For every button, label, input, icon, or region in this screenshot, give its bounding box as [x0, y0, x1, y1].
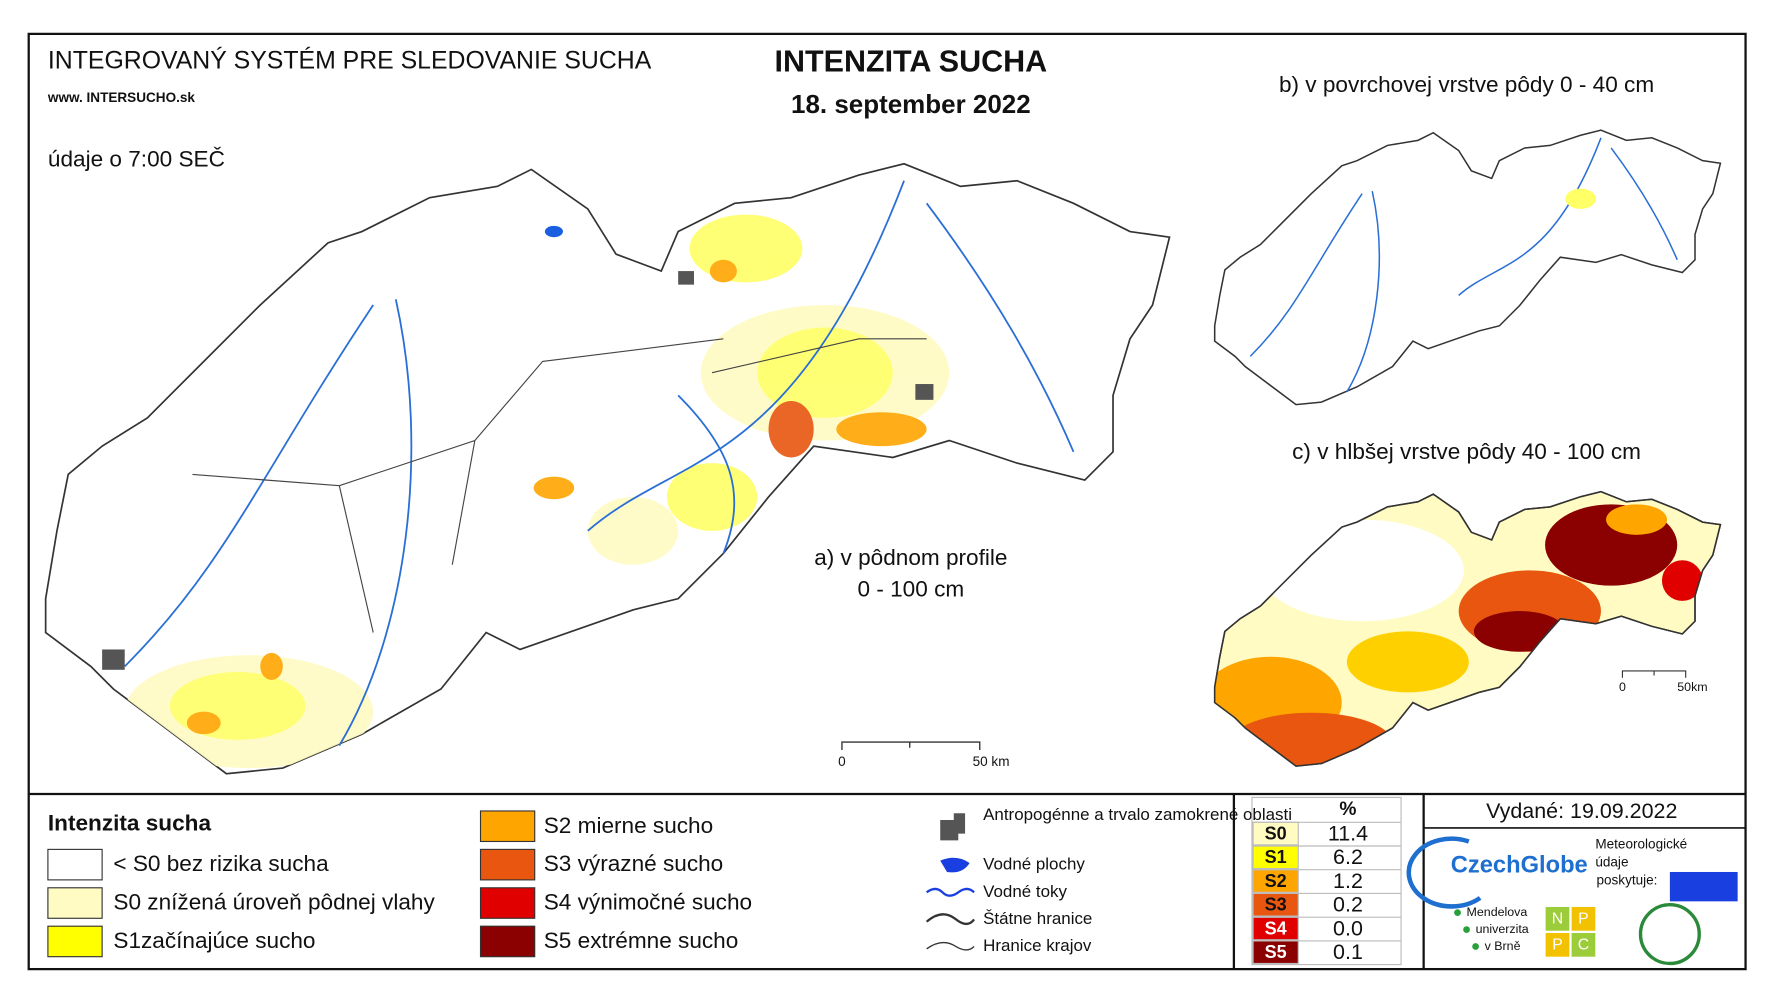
table-value: 0.0 — [1333, 916, 1363, 940]
symbol-label: Antropogénne a trvalo zamokrené oblasti — [983, 805, 1292, 824]
logo-cell — [1571, 932, 1596, 957]
legend-label: S0 znížená úroveň pôdnej vlahy — [113, 890, 435, 915]
date: 18. september 2022 — [791, 89, 1031, 119]
map-b — [1213, 129, 1722, 406]
table-class: S4 — [1265, 918, 1287, 938]
logo — [1669, 871, 1738, 902]
logo-letter: N — [1552, 911, 1563, 928]
map-label: 0 - 100 cm — [858, 577, 965, 602]
logo-cell — [1545, 932, 1570, 957]
provider-text: Meteorologické — [1595, 836, 1687, 851]
icon — [925, 887, 975, 897]
legend-swatch — [479, 925, 536, 958]
logo-dot — [1463, 926, 1470, 933]
legend-label: S2 mierne sucho — [544, 813, 713, 838]
icon — [940, 813, 966, 841]
scale-label: 0 — [838, 754, 846, 769]
table-value: 1.2 — [1333, 869, 1363, 893]
table-value: 0.2 — [1333, 893, 1363, 917]
table-value: 11.4 — [1328, 821, 1368, 845]
legend-swatch — [47, 925, 103, 958]
logo-dot — [1472, 943, 1479, 950]
logo — [1406, 836, 1482, 909]
icon — [926, 941, 975, 951]
mendel-text: v Brně — [1485, 939, 1521, 953]
logo-letter: P — [1552, 937, 1563, 954]
table-border — [1251, 796, 1402, 966]
map-label: b) v povrchovej vrstve pôdy 0 - 40 cm — [1279, 72, 1654, 97]
legend-swatch — [47, 848, 103, 881]
logo-text: CzechGlobe — [1451, 853, 1588, 879]
mendel-text: univerzita — [1476, 922, 1529, 936]
legend-label: S1začínajúce sucho — [113, 928, 315, 953]
observation-time: údaje o 7:00 SEČ — [48, 146, 225, 171]
website: www. INTERSUCHO.sk — [47, 90, 195, 105]
scale-label: 50 km — [973, 754, 1010, 769]
legend-label: S3 výrazné sucho — [544, 851, 723, 876]
system-title: INTEGROVANÝ SYSTÉM PRE SLEDOVANIE SUCHA — [48, 48, 652, 75]
legend-label: S5 extrémne sucho — [544, 928, 739, 953]
map-label: a) v pôdnom profile — [814, 545, 1007, 570]
scale-bar — [841, 741, 981, 750]
table-header: % — [1339, 799, 1356, 820]
symbol-label: Vodné toky — [983, 882, 1067, 901]
provider-text: údaje — [1595, 855, 1628, 870]
table-value: 6.2 — [1333, 845, 1363, 869]
map-label: c) v hlbšej vrstve pôdy 40 - 100 cm — [1292, 439, 1641, 464]
logo-letter: P — [1578, 911, 1589, 928]
legend-label: S4 výnimočné sucho — [544, 890, 752, 915]
symbol-label: Vodné plochy — [983, 855, 1085, 874]
table-value: 0.1 — [1333, 940, 1363, 964]
table-class: S0 — [1265, 823, 1287, 843]
logo-cell — [1571, 906, 1596, 931]
provider-text: poskytuje: — [1596, 873, 1657, 888]
legend-swatch — [479, 887, 536, 919]
logo-dot — [1454, 909, 1461, 917]
table-class: S2 — [1265, 871, 1287, 891]
logo — [1638, 903, 1701, 966]
table-class: S3 — [1265, 895, 1287, 915]
icon — [925, 913, 976, 926]
scale-label: 50km — [1677, 680, 1707, 694]
legend-title: Intenzita sucha — [48, 811, 212, 836]
title: INTENZITA SUCHA — [775, 44, 1048, 78]
map-a — [44, 162, 1171, 775]
scale-bar — [1621, 670, 1687, 678]
symbol-label: Hranice krajov — [983, 936, 1092, 955]
logo-cell — [1545, 906, 1570, 931]
scale-label: 0 — [1619, 680, 1626, 694]
table-class: S5 — [1265, 942, 1287, 962]
issued: Vydané: 19.09.2022 — [1486, 799, 1677, 823]
table-class: S1 — [1265, 847, 1287, 867]
logo-letter: C — [1578, 937, 1589, 954]
legend-swatch — [479, 848, 536, 881]
icon — [940, 857, 970, 873]
legend-swatch — [479, 810, 536, 843]
symbol-label: Štátne hranice — [983, 909, 1092, 928]
mendel-text: Mendelova — [1467, 905, 1528, 919]
legend-swatch — [47, 887, 103, 919]
legend-label: < S0 bez rizika sucha — [113, 851, 329, 876]
